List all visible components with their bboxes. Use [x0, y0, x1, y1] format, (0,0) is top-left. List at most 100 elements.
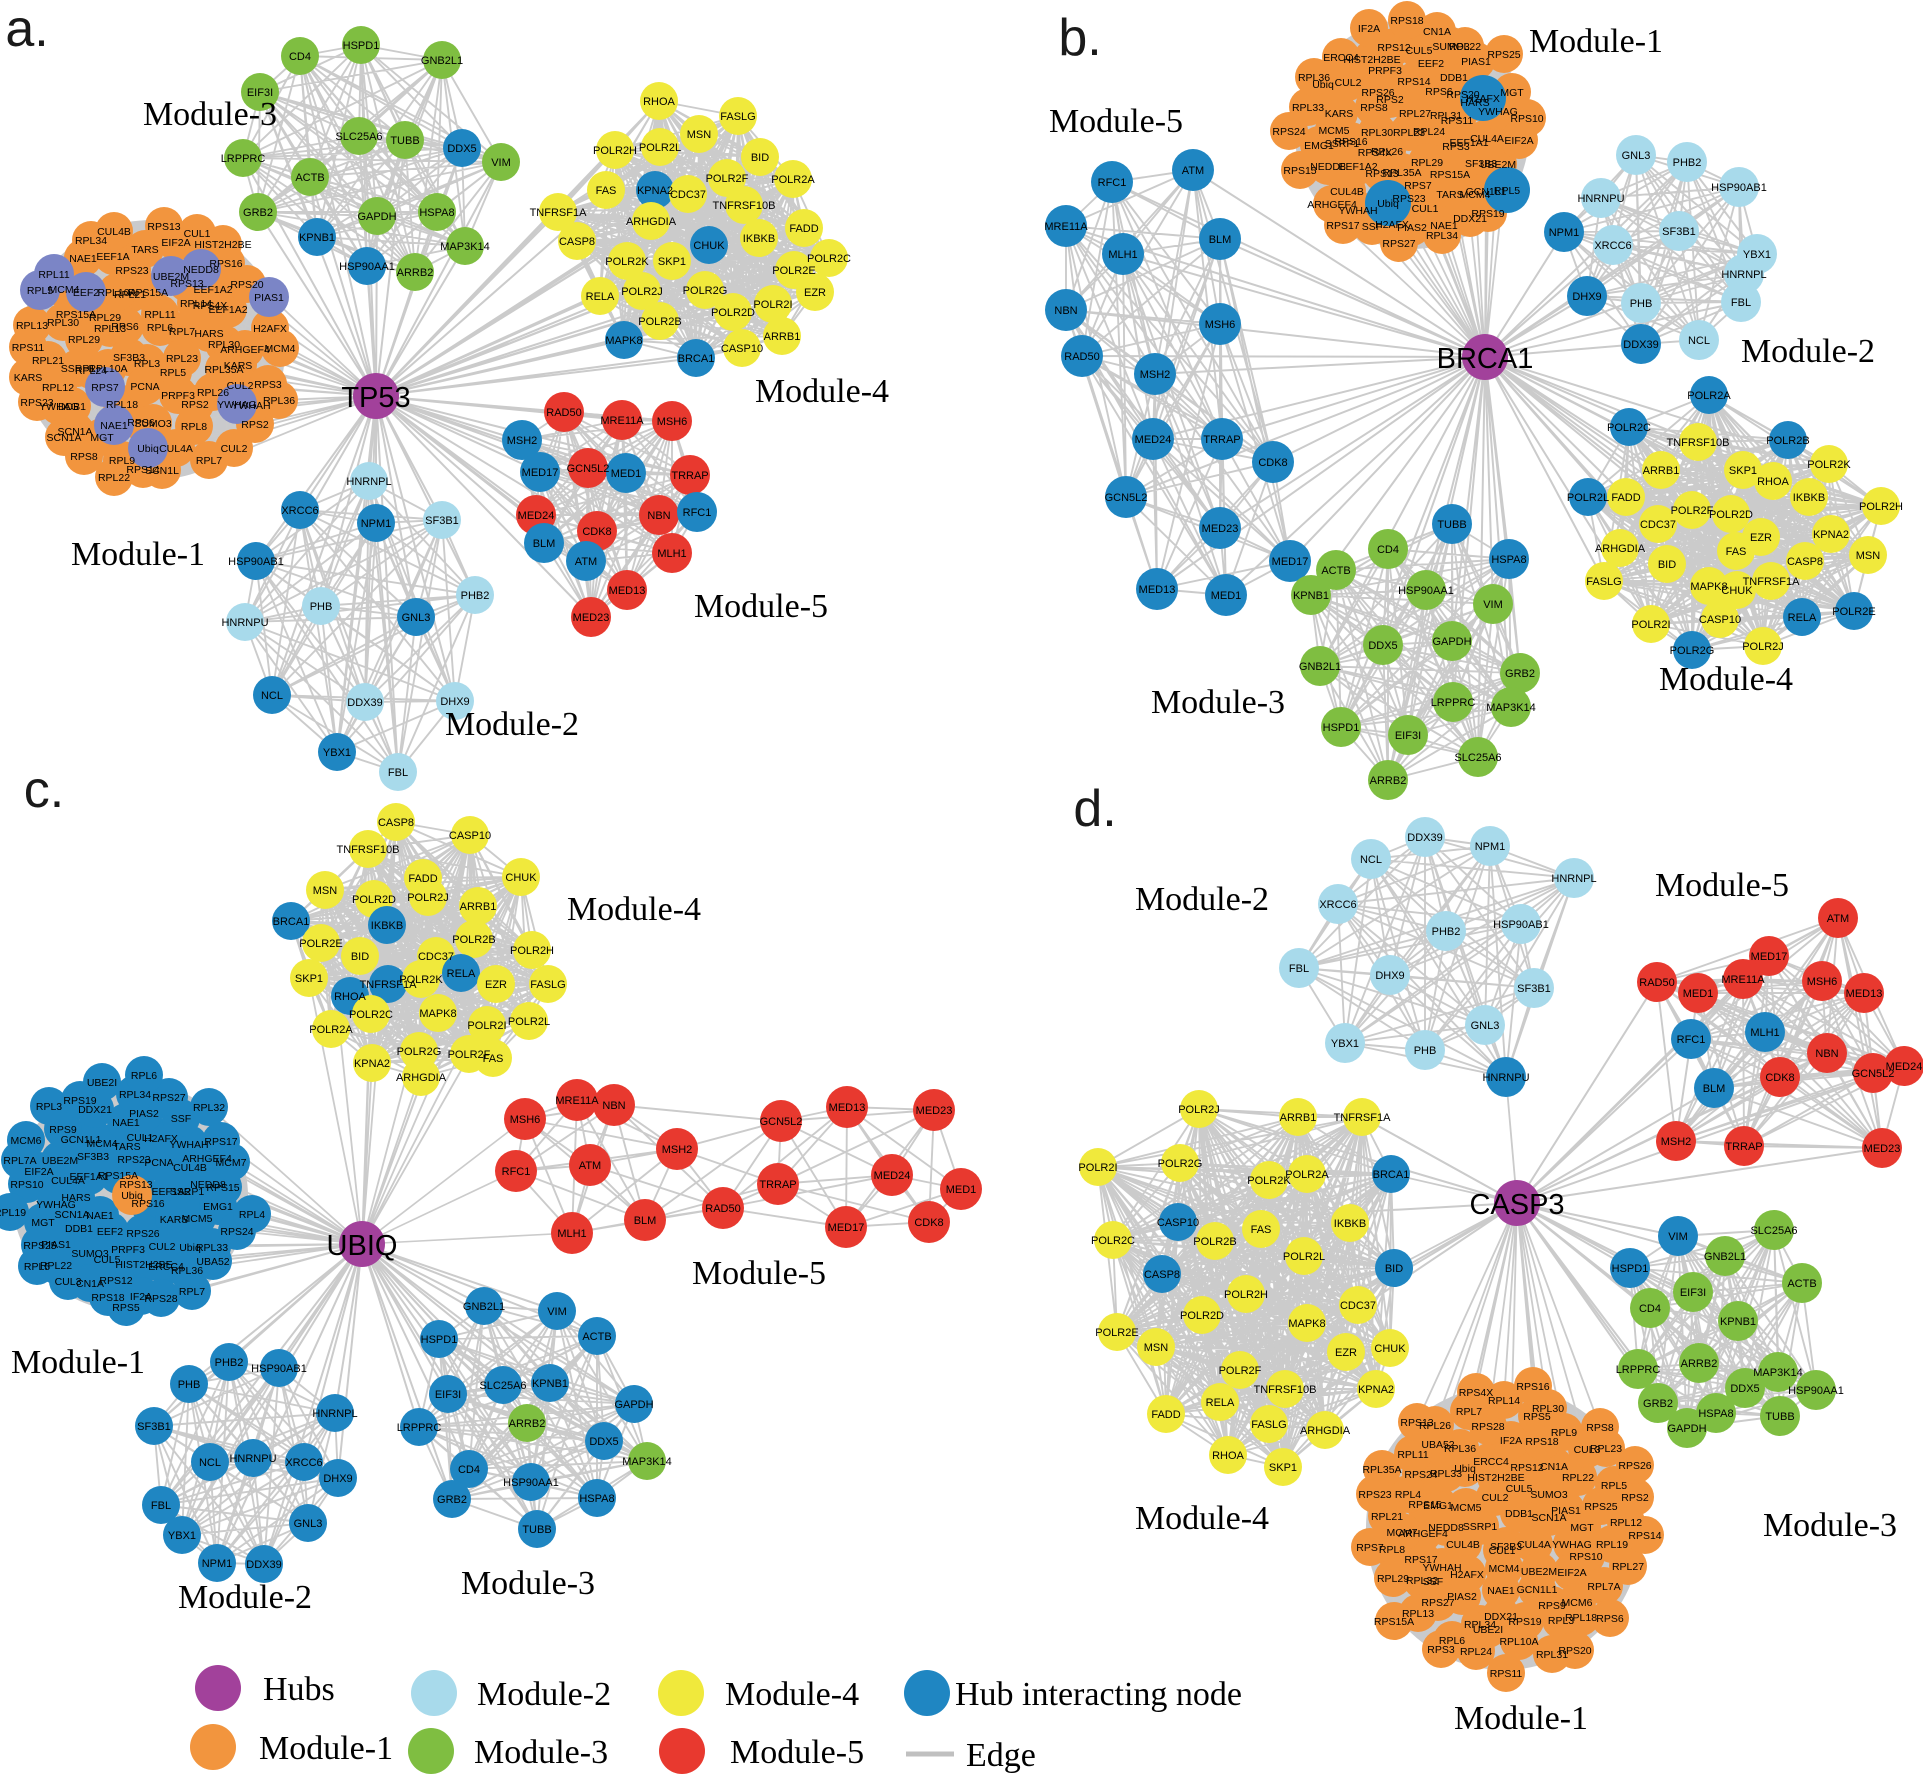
svg-text:POLR2K: POLR2K [1807, 459, 1851, 471]
svg-text:CASP8: CASP8 [1787, 556, 1823, 568]
svg-text:PIAS2: PIAS2 [1397, 222, 1427, 234]
svg-text:ARRB1: ARRB1 [1280, 1112, 1317, 1124]
svg-text:PHB: PHB [1630, 298, 1653, 310]
svg-text:Module-1: Module-1 [71, 536, 205, 573]
svg-text:EEF1A: EEF1A [96, 251, 129, 263]
svg-text:TUBB: TUBB [1437, 519, 1466, 531]
svg-text:PRPF3: PRPF3 [1368, 65, 1402, 77]
svg-text:FAS: FAS [1251, 1224, 1272, 1236]
svg-text:RPS23: RPS23 [115, 265, 148, 277]
svg-text:GCN1L1: GCN1L1 [61, 1134, 102, 1146]
svg-text:ATM: ATM [579, 1160, 601, 1172]
svg-text:CUL1: CUL1 [1412, 203, 1439, 215]
svg-text:MCM7: MCM7 [216, 1157, 247, 1169]
svg-text:ARHGDIA: ARHGDIA [396, 1072, 447, 1084]
svg-text:POLR2F: POLR2F [1671, 505, 1714, 517]
svg-text:RPL35A: RPL35A [1382, 167, 1421, 179]
svg-text:TNFRSF10B: TNFRSF10B [1254, 1384, 1317, 1396]
svg-text:MAP3K14: MAP3K14 [1486, 702, 1536, 714]
svg-text:EEF2: EEF2 [97, 1226, 123, 1238]
svg-text:MED17: MED17 [828, 1222, 865, 1234]
svg-text:MED17: MED17 [522, 467, 559, 479]
svg-text:PHB: PHB [310, 601, 333, 613]
svg-text:HNRNPU: HNRNPU [1482, 1072, 1529, 1084]
svg-text:RPS3: RPS3 [1427, 1644, 1455, 1656]
svg-text:POLR2I: POLR2I [1631, 619, 1670, 631]
svg-text:GRB2: GRB2 [1643, 1398, 1673, 1410]
svg-text:CASP8: CASP8 [378, 817, 414, 829]
svg-text:CUL2: CUL2 [221, 443, 248, 455]
svg-text:POLR2J: POLR2J [1742, 641, 1784, 653]
svg-text:GRB2: GRB2 [437, 1494, 467, 1506]
svg-text:RPS17: RPS17 [1404, 1554, 1437, 1566]
svg-text:BLM: BLM [1703, 1083, 1726, 1095]
svg-text:RPL26: RPL26 [1419, 1420, 1451, 1432]
svg-text:POLR2E: POLR2E [1832, 606, 1875, 618]
svg-text:RFC1: RFC1 [1098, 177, 1127, 189]
svg-text:RPS13: RPS13 [170, 278, 203, 290]
svg-text:RPS15: RPS15 [1408, 1499, 1441, 1511]
svg-text:RPL23: RPL23 [1393, 127, 1425, 139]
svg-text:RPS15A: RPS15A [1374, 1616, 1414, 1628]
svg-text:ARHGEF4: ARHGEF4 [182, 1153, 232, 1165]
svg-text:EZR: EZR [1335, 1347, 1357, 1359]
svg-text:GNB2L1: GNB2L1 [463, 1301, 505, 1313]
svg-text:POLR2G: POLR2G [683, 285, 728, 297]
svg-text:MED23: MED23 [573, 612, 610, 624]
svg-text:POLR2H: POLR2H [593, 145, 637, 157]
svg-text:GRB2: GRB2 [243, 207, 273, 219]
svg-text:VIM: VIM [547, 1306, 567, 1318]
svg-text:RPL31: RPL31 [1430, 110, 1462, 122]
svg-text:MSH2: MSH2 [662, 1144, 693, 1156]
svg-text:TARS: TARS [113, 1141, 140, 1153]
svg-text:MSN: MSN [1856, 550, 1881, 562]
svg-text:CDK8: CDK8 [1258, 457, 1287, 469]
svg-text:MSH6: MSH6 [1807, 976, 1838, 988]
svg-text:MCM4: MCM4 [87, 1138, 118, 1150]
svg-text:RHOA: RHOA [1212, 1450, 1244, 1462]
svg-text:POLR2J: POLR2J [407, 892, 449, 904]
svg-text:RPS16: RPS16 [209, 258, 242, 270]
svg-text:CUL4A: CUL4A [1470, 133, 1504, 145]
svg-text:RPS3: RPS3 [1442, 141, 1470, 153]
svg-text:RPS2: RPS2 [181, 399, 209, 411]
svg-text:SF3B3: SF3B3 [77, 1151, 109, 1163]
svg-text:DDB1: DDB1 [65, 1223, 93, 1235]
svg-text:CN1A: CN1A [1540, 1461, 1568, 1473]
svg-text:HIST2H2BE: HIST2H2BE [115, 1259, 172, 1271]
svg-text:ARHGEF4: ARHGEF4 [1398, 1528, 1448, 1540]
svg-text:RPS15A: RPS15A [98, 1170, 138, 1182]
svg-text:MED1: MED1 [611, 468, 642, 480]
svg-text:RFC1: RFC1 [683, 507, 712, 519]
svg-text:NCL: NCL [199, 1457, 221, 1469]
svg-text:MSN: MSN [1144, 1342, 1169, 1354]
svg-text:TRRAP: TRRAP [1725, 1141, 1762, 1153]
svg-text:CUL4B: CUL4B [1330, 186, 1364, 198]
svg-text:POLR2F: POLR2F [1219, 1365, 1262, 1377]
svg-text:CUL5: CUL5 [1506, 1483, 1533, 1495]
svg-text:RPL13: RPL13 [1402, 1608, 1434, 1620]
svg-text:RPL29: RPL29 [68, 334, 100, 346]
svg-text:RPS13: RPS13 [147, 221, 180, 233]
svg-text:PIAS2: PIAS2 [1447, 1591, 1477, 1603]
svg-text:RPL3: RPL3 [36, 1101, 62, 1113]
svg-text:NBN: NBN [602, 1100, 625, 1112]
svg-text:FADD: FADD [408, 873, 437, 885]
svg-text:HNRNPU: HNRNPU [1577, 193, 1624, 205]
svg-text:RPL12: RPL12 [1610, 1517, 1642, 1529]
svg-text:TUBB: TUBB [1765, 1411, 1794, 1423]
svg-text:RPL5: RPL5 [1494, 185, 1520, 197]
svg-text:MCM4: MCM4 [1489, 1563, 1520, 1575]
svg-text:RPL19: RPL19 [0, 1207, 26, 1219]
svg-text:Module-5: Module-5 [1655, 867, 1789, 904]
svg-text:CUL2: CUL2 [1335, 77, 1362, 89]
svg-text:MSH6: MSH6 [657, 416, 688, 428]
svg-text:YBX1: YBX1 [1743, 249, 1771, 261]
svg-text:MED17: MED17 [1272, 556, 1309, 568]
svg-text:VIM: VIM [1483, 599, 1503, 611]
svg-text:GNB2L1: GNB2L1 [1299, 661, 1341, 673]
svg-text:Module-5: Module-5 [1049, 103, 1183, 140]
svg-text:LRPPRC: LRPPRC [221, 153, 266, 165]
svg-text:SKP1: SKP1 [295, 973, 323, 985]
svg-text:RPL12: RPL12 [42, 382, 74, 394]
